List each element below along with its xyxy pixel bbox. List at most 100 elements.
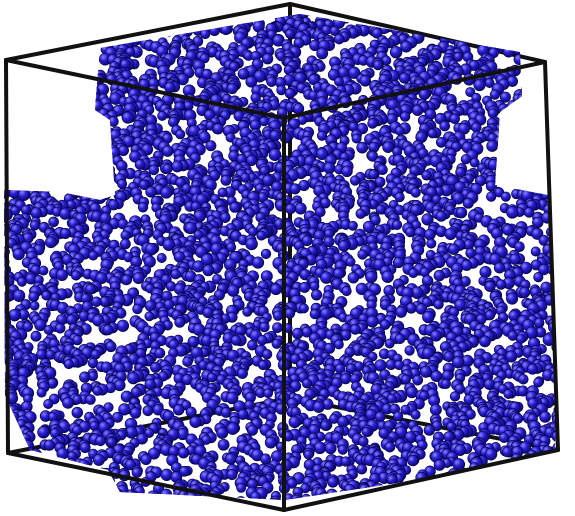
particle (69, 107, 81, 119)
particle (72, 471, 85, 485)
particle (19, 465, 31, 477)
particle (498, 432, 510, 443)
particle (36, 144, 49, 156)
particle (422, 310, 435, 324)
particle (71, 0, 82, 6)
particle (36, 153, 47, 164)
particle (506, 292, 519, 305)
particle (18, 150, 31, 163)
particle (63, 110, 76, 123)
particle (10, 175, 21, 187)
particle (518, 373, 529, 385)
particle (11, 102, 22, 113)
particle (465, 26, 477, 38)
particle (337, 415, 350, 428)
particle (473, 477, 484, 488)
particle (102, 324, 114, 336)
particle (504, 130, 517, 143)
particle (25, 114, 37, 126)
particle (500, 17, 513, 30)
particle (142, 405, 154, 417)
particle (488, 14, 500, 25)
particle (65, 0, 77, 8)
particle (550, 200, 556, 213)
particle (493, 0, 503, 10)
particle (424, 228, 436, 241)
particle (422, 4, 432, 14)
particle (499, 106, 511, 118)
particle (558, 97, 569, 108)
particle (65, 97, 77, 109)
particle (127, 21, 140, 34)
particle (558, 107, 568, 117)
particle (24, 474, 36, 487)
particle (348, 1, 359, 12)
particle (188, 0, 200, 10)
particle (128, 490, 142, 500)
particle (20, 162, 33, 175)
particle (18, 175, 30, 187)
particle (121, 0, 131, 10)
particle (92, 120, 103, 131)
particle (53, 32, 64, 43)
particle (448, 16, 459, 27)
particle (522, 25, 533, 36)
particle (13, 482, 26, 495)
particle (558, 383, 569, 394)
particle (105, 14, 116, 22)
particle (79, 55, 93, 68)
particle (10, 433, 23, 446)
particle (66, 90, 79, 102)
particle (217, 438, 230, 451)
particle (89, 181, 103, 194)
particle (59, 227, 71, 239)
particle (260, 248, 272, 260)
particle (59, 2, 70, 13)
particle (87, 478, 100, 491)
particle (513, 470, 524, 482)
particle (121, 111, 134, 124)
particle (509, 116, 522, 129)
particle (8, 178, 19, 189)
particle (69, 25, 82, 38)
particle (499, 91, 511, 103)
particle (11, 14, 22, 22)
particle (250, 92, 261, 104)
particle (238, 0, 249, 10)
particle (68, 134, 82, 147)
particle (439, 19, 452, 31)
particle (79, 165, 92, 177)
particle (251, 256, 265, 269)
particle (508, 155, 520, 166)
particle (8, 101, 19, 112)
particle (60, 161, 72, 173)
particle (173, 404, 185, 416)
particle (545, 14, 556, 18)
particle (7, 106, 18, 117)
particle (47, 476, 59, 487)
particle (558, 31, 567, 40)
particle (14, 147, 28, 160)
particle (63, 102, 76, 115)
particle (471, 122, 482, 133)
particle (563, 442, 573, 452)
particle (63, 164, 75, 177)
particle (118, 2, 129, 13)
particle (396, 14, 407, 16)
particle (24, 37, 36, 48)
particle (89, 159, 101, 172)
particle (8, 107, 21, 120)
particle (437, 23, 449, 35)
particle (564, 383, 575, 394)
particle (67, 29, 79, 41)
particle (480, 14, 492, 26)
particle (501, 446, 513, 458)
particle (39, 26, 50, 38)
particle (46, 14, 58, 16)
particle (527, 159, 538, 170)
particle (551, 243, 556, 255)
particle (520, 20, 533, 34)
particle (492, 0, 501, 6)
particle (349, 323, 361, 335)
particle (473, 1, 482, 10)
